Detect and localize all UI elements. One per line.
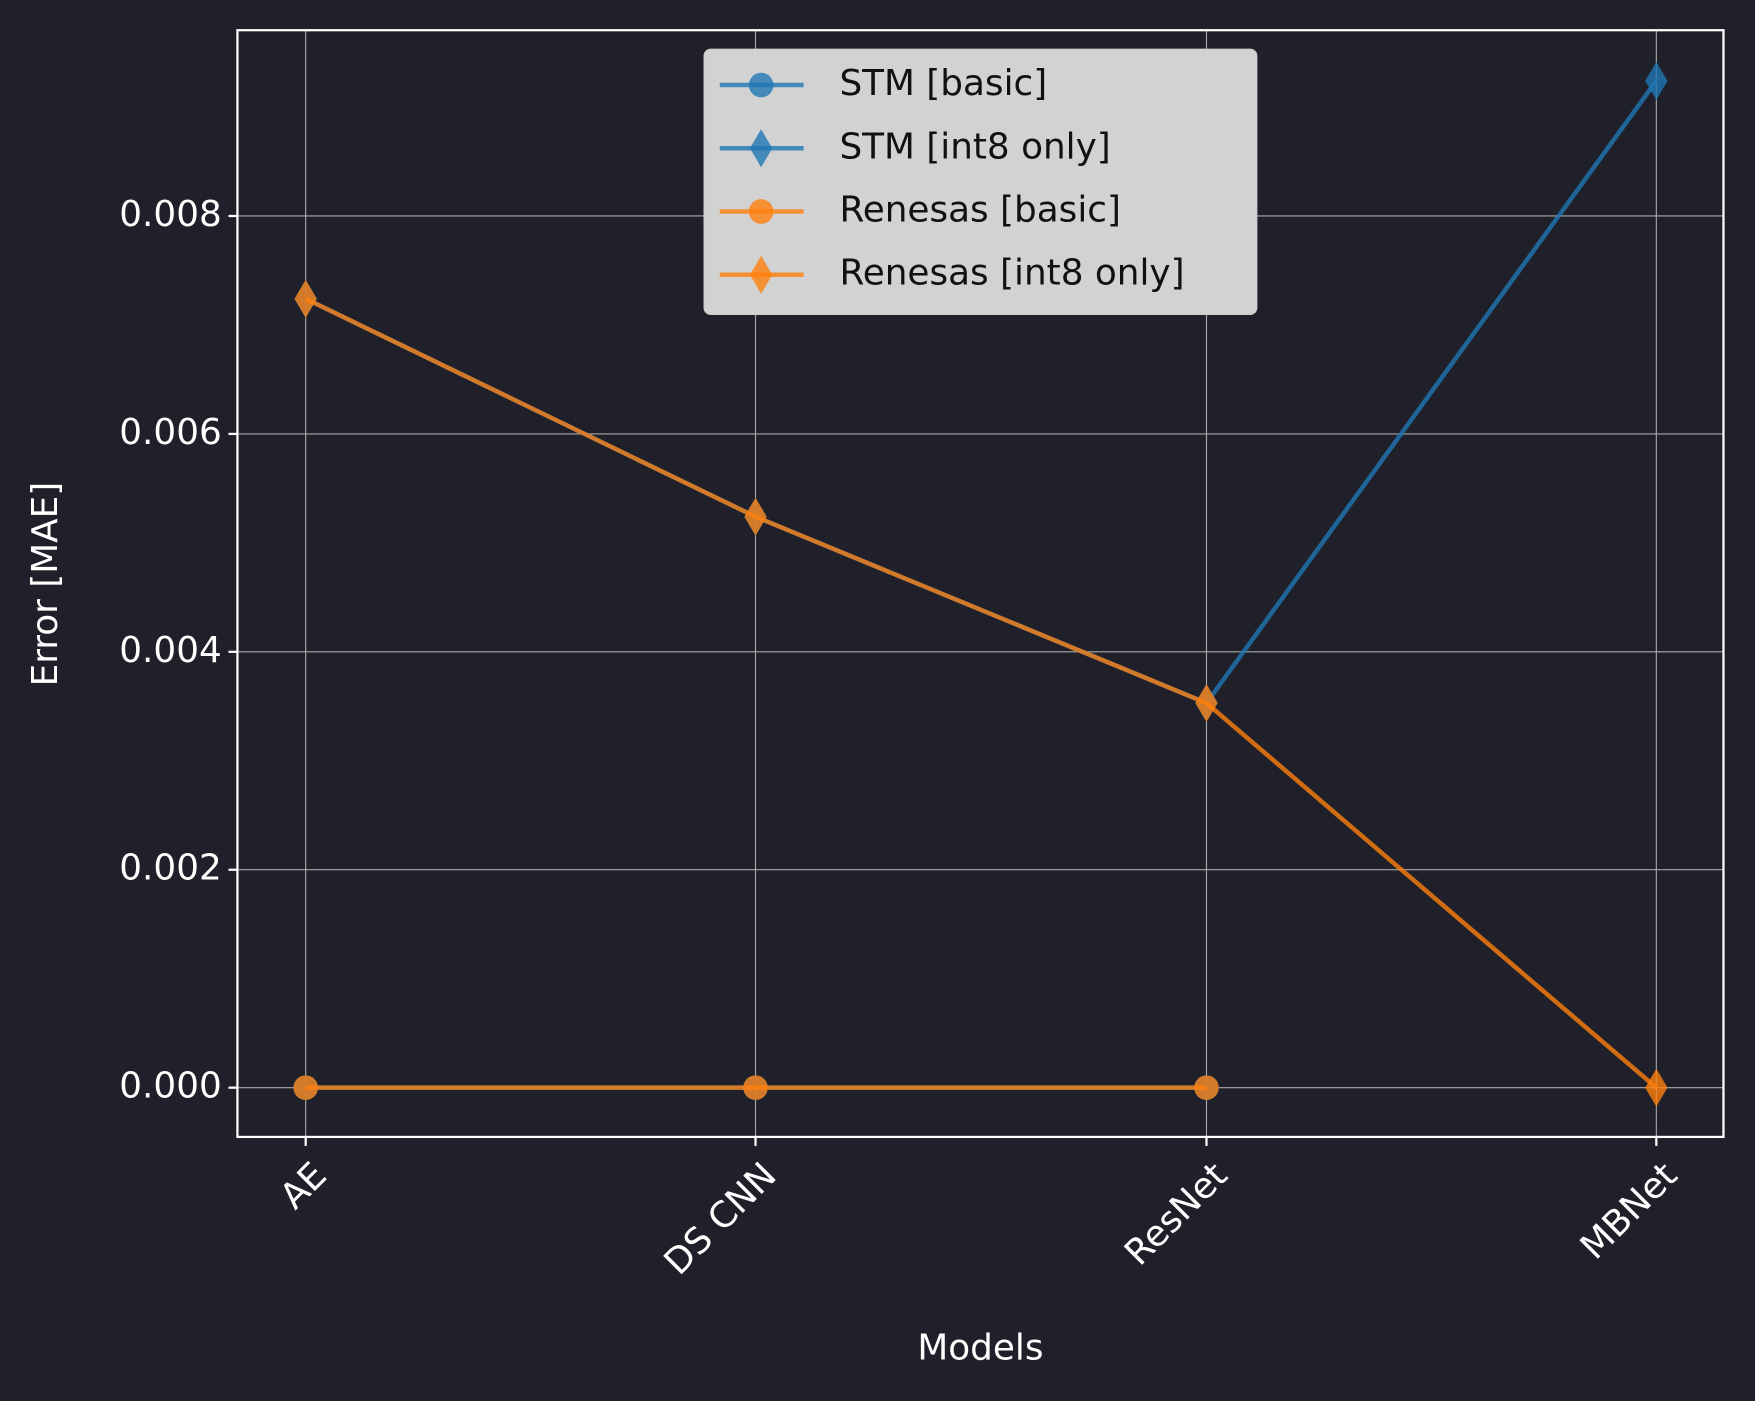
x-axis-label: Models	[917, 1328, 1043, 1369]
axes-frame	[236, 29, 1725, 1139]
y-tick-label: 0.000	[119, 1066, 221, 1107]
marker	[1195, 684, 1218, 723]
y-tick-label: 0.004	[119, 630, 221, 671]
marker	[748, 72, 774, 98]
y-tick-label: 0.002	[119, 848, 221, 889]
legend: STM [basic] STM [int8 only] Renesas [basic…	[703, 48, 1258, 316]
legend-label: STM [basic]	[839, 63, 1047, 104]
marker	[293, 1075, 318, 1100]
legend-box	[703, 48, 1258, 316]
y-tick-label: 0.008	[119, 194, 221, 235]
marker	[743, 1075, 768, 1100]
series-line	[304, 296, 1658, 1090]
y-tick-label: 0.006	[119, 412, 221, 453]
marker	[1194, 1075, 1219, 1100]
marker	[1645, 61, 1668, 100]
plot-area	[237, 30, 1724, 1137]
marker	[1645, 1068, 1668, 1107]
y-axis-label: Error [MAE]	[25, 482, 66, 687]
legend-label: Renesas [basic]	[839, 189, 1120, 230]
legend-label: STM [int8 only]	[839, 126, 1110, 167]
marker	[749, 129, 773, 168]
legend-label: Renesas [int8 only]	[839, 253, 1184, 294]
marker	[748, 199, 774, 224]
